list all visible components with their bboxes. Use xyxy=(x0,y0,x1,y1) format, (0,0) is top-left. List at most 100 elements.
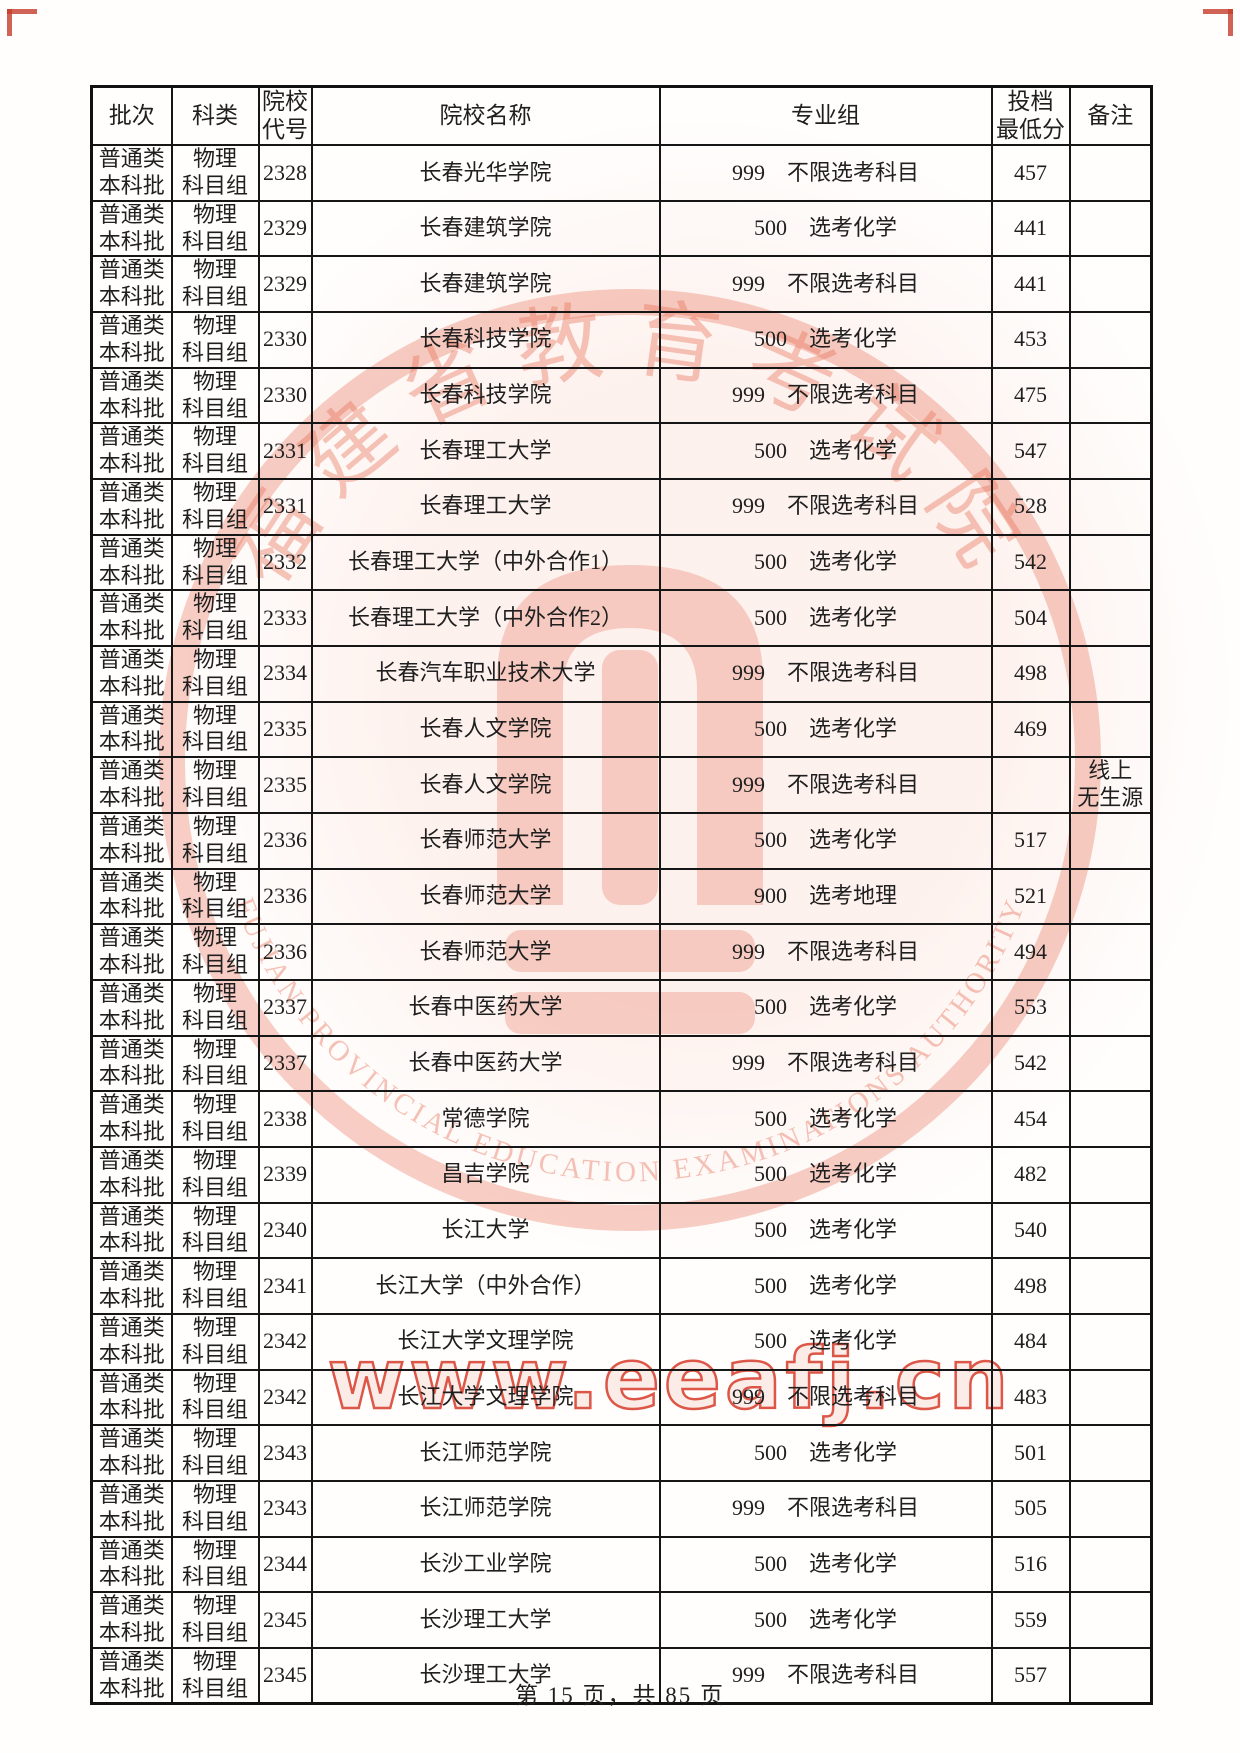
table-row: 普通类 本科批 物理 科目组 2329 长春建筑学院 500 选考化学 441 xyxy=(90,199,1153,258)
cell-major-group: 999 不限选考科目 xyxy=(658,1034,993,1093)
cell-major-group: 500 选考化学 xyxy=(658,533,993,592)
cell-college-code: 2331 xyxy=(257,422,313,481)
cell-category: 物理 科目组 xyxy=(170,311,260,369)
cell-category: 物理 科目组 xyxy=(170,756,260,814)
cell-college-name: 长沙工业学院 xyxy=(310,1535,661,1594)
cell-college-name: 长春光华学院 xyxy=(310,144,661,202)
cell-batch: 普通类 本科批 xyxy=(90,478,173,536)
cell-remark xyxy=(1068,1535,1153,1594)
cell-college-name: 长春理工大学（中外合作1） xyxy=(310,533,661,592)
cell-category: 物理 科目组 xyxy=(170,978,260,1037)
cell-college-name: 长春人文学院 xyxy=(310,700,661,759)
cell-batch: 普通类 本科批 xyxy=(90,756,173,814)
table-row: 普通类 本科批 物理 科目组 2334 长春汽车职业技术大学 999 不限选考科… xyxy=(90,645,1153,703)
table-row: 普通类 本科批 物理 科目组 2335 长春人文学院 500 选考化学 469 xyxy=(90,700,1153,759)
cell-batch: 普通类 本科批 xyxy=(90,422,173,481)
cell-min-score: 441 xyxy=(990,255,1071,314)
cell-college-code: 2329 xyxy=(257,199,313,258)
cell-batch: 普通类 本科批 xyxy=(90,199,173,258)
cell-batch: 普通类 本科批 xyxy=(90,700,173,759)
page-number-indicator: 第 15 页，共 85 页 xyxy=(515,1683,725,1708)
admission-results-table: 批次 科类 院校 代号 院校名称 专业组 投档 最低分 备注 普通类 本科批 物… xyxy=(90,85,1153,1706)
cell-remark xyxy=(1068,1368,1153,1427)
cell-major-group: 500 选考化学 xyxy=(658,1201,993,1260)
cell-major-group: 999 不限选考科目 xyxy=(658,1479,993,1538)
cell-college-code: 2343 xyxy=(257,1479,313,1538)
cell-major-group: 500 选考化学 xyxy=(658,1424,993,1482)
table-row: 普通类 本科批 物理 科目组 2341 长江大学（中外合作） 500 选考化学 … xyxy=(90,1257,1153,1315)
header-min-score: 投档 最低分 xyxy=(990,85,1071,147)
cell-batch: 普通类 本科批 xyxy=(90,923,173,981)
cell-category: 物理 科目组 xyxy=(170,478,260,536)
cell-min-score: 542 xyxy=(990,533,1071,592)
cell-remark xyxy=(1068,1145,1153,1204)
cell-college-name: 长春师范大学 xyxy=(310,867,661,926)
cell-major-group: 500 选考化学 xyxy=(658,1145,993,1204)
cell-min-score: 483 xyxy=(990,1368,1071,1427)
cell-major-group: 999 不限选考科目 xyxy=(658,923,993,981)
cell-min-score: 521 xyxy=(990,867,1071,926)
cell-college-name: 昌吉学院 xyxy=(310,1145,661,1204)
cell-min-score: 547 xyxy=(990,422,1071,481)
cell-college-name: 长春理工大学 xyxy=(310,478,661,536)
cell-category: 物理 科目组 xyxy=(170,255,260,314)
cell-college-code: 2336 xyxy=(257,867,313,926)
cell-batch: 普通类 本科批 xyxy=(90,978,173,1037)
header-major-group: 专业组 xyxy=(658,85,993,147)
table-row: 普通类 本科批 物理 科目组 2333 长春理工大学（中外合作2） 500 选考… xyxy=(90,589,1153,647)
cell-remark xyxy=(1068,867,1153,926)
header-category: 科类 xyxy=(170,85,260,147)
cell-college-name: 长春师范大学 xyxy=(310,811,661,870)
table-row: 普通类 本科批 物理 科目组 2328 长春光华学院 999 不限选考科目 45… xyxy=(90,144,1153,202)
cell-college-name: 长春汽车职业技术大学 xyxy=(310,645,661,703)
cell-college-name: 长江大学文理学院 xyxy=(310,1368,661,1427)
header-batch: 批次 xyxy=(90,85,173,147)
cell-min-score: 505 xyxy=(990,1479,1071,1538)
cell-college-code: 2338 xyxy=(257,1090,313,1148)
cell-college-name: 长江师范学院 xyxy=(310,1479,661,1538)
cell-major-group: 500 选考化学 xyxy=(658,311,993,369)
table-row: 普通类 本科批 物理 科目组 2345 长沙理工大学 500 选考化学 559 xyxy=(90,1591,1153,1649)
cell-college-name: 长春科技学院 xyxy=(310,366,661,425)
cell-remark xyxy=(1068,199,1153,258)
table-row: 普通类 本科批 物理 科目组 2337 长春中医药大学 500 选考化学 553 xyxy=(90,978,1153,1037)
cell-category: 物理 科目组 xyxy=(170,1646,260,1705)
cell-category: 物理 科目组 xyxy=(170,144,260,202)
cell-college-code: 2328 xyxy=(257,144,313,202)
cell-batch: 普通类 本科批 xyxy=(90,255,173,314)
registration-mark-top-left-icon xyxy=(7,9,37,14)
cell-major-group: 500 选考化学 xyxy=(658,422,993,481)
cell-min-score: 528 xyxy=(990,478,1071,536)
table-row: 普通类 本科批 物理 科目组 2343 长江师范学院 500 选考化学 501 xyxy=(90,1424,1153,1482)
table-row: 普通类 本科批 物理 科目组 2343 长江师范学院 999 不限选考科目 50… xyxy=(90,1479,1153,1538)
cell-major-group: 999 不限选考科目 xyxy=(658,645,993,703)
cell-batch: 普通类 本科批 xyxy=(90,589,173,647)
cell-batch: 普通类 本科批 xyxy=(90,1257,173,1315)
cell-college-code: 2341 xyxy=(257,1257,313,1315)
cell-remark xyxy=(1068,923,1153,981)
cell-college-code: 2337 xyxy=(257,978,313,1037)
table-row: 普通类 本科批 物理 科目组 2344 长沙工业学院 500 选考化学 516 xyxy=(90,1535,1153,1594)
cell-major-group: 500 选考化学 xyxy=(658,1090,993,1148)
cell-remark xyxy=(1068,255,1153,314)
cell-category: 物理 科目组 xyxy=(170,589,260,647)
cell-remark xyxy=(1068,478,1153,536)
cell-remark xyxy=(1068,811,1153,870)
cell-remark xyxy=(1068,645,1153,703)
cell-remark xyxy=(1068,1479,1153,1538)
cell-major-group: 500 选考化学 xyxy=(658,700,993,759)
registration-mark-top-left-icon xyxy=(7,9,12,36)
cell-batch: 普通类 本科批 xyxy=(90,311,173,369)
cell-category: 物理 科目组 xyxy=(170,1145,260,1204)
cell-major-group: 500 选考化学 xyxy=(658,1312,993,1371)
cell-college-code: 2335 xyxy=(257,700,313,759)
cell-min-score: 498 xyxy=(990,1257,1071,1315)
table-row: 普通类 本科批 物理 科目组 2329 长春建筑学院 999 不限选考科目 44… xyxy=(90,255,1153,314)
cell-remark xyxy=(1068,1201,1153,1260)
table-row: 普通类 本科批 物理 科目组 2330 长春科技学院 500 选考化学 453 xyxy=(90,311,1153,369)
cell-batch: 普通类 本科批 xyxy=(90,366,173,425)
cell-remark xyxy=(1068,1034,1153,1093)
cell-category: 物理 科目组 xyxy=(170,1201,260,1260)
cell-college-name: 长沙理工大学 xyxy=(310,1591,661,1649)
cell-category: 物理 科目组 xyxy=(170,923,260,981)
